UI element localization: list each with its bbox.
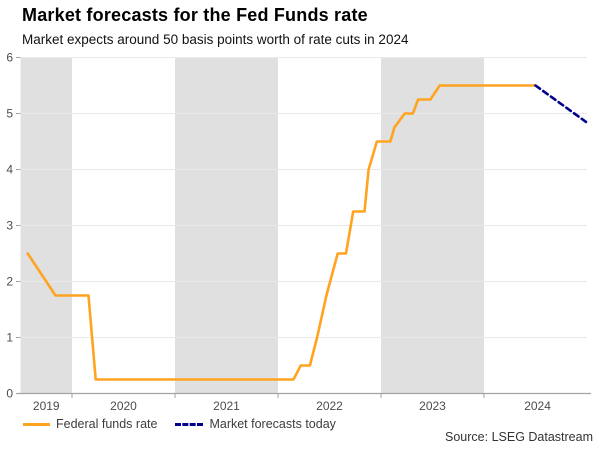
y-tick-label: 0 [6, 387, 13, 401]
x-tick-label: 2023 [419, 399, 446, 413]
chart-subtitle: Market expects around 50 basis points wo… [22, 32, 409, 47]
y-tick-label: 6 [6, 51, 13, 65]
legend-label: Market forecasts today [209, 417, 336, 431]
market-forecast-line [534, 84, 588, 124]
y-tick-label: 5 [6, 107, 13, 121]
chart-legend: Federal funds rate Market forecasts toda… [23, 417, 336, 431]
legend-label: Federal funds rate [56, 417, 158, 431]
legend-item-market-forecasts: Market forecasts today [175, 417, 336, 431]
solid-line-swatch-icon [23, 422, 50, 426]
federal-funds-rate-line [26, 84, 537, 381]
dashed-line-swatch-icon [175, 422, 204, 426]
chart-title: Market forecasts for the Fed Funds rate [22, 5, 368, 25]
y-tick-label: 1 [6, 331, 13, 345]
x-tick-label: 2024 [524, 399, 551, 413]
y-tick-label: 2 [6, 275, 13, 289]
x-tick-label: 2022 [316, 399, 343, 413]
x-tick-label: 2021 [213, 399, 240, 413]
source-attribution: Source: LSEG Datastream [445, 430, 593, 444]
y-tick-label: 3 [6, 219, 13, 233]
x-tick-label: 2019 [33, 399, 60, 413]
x-tick-label: 2020 [110, 399, 137, 413]
legend-item-federal-funds-rate: Federal funds rate [23, 417, 157, 431]
y-tick-label: 4 [6, 163, 13, 177]
